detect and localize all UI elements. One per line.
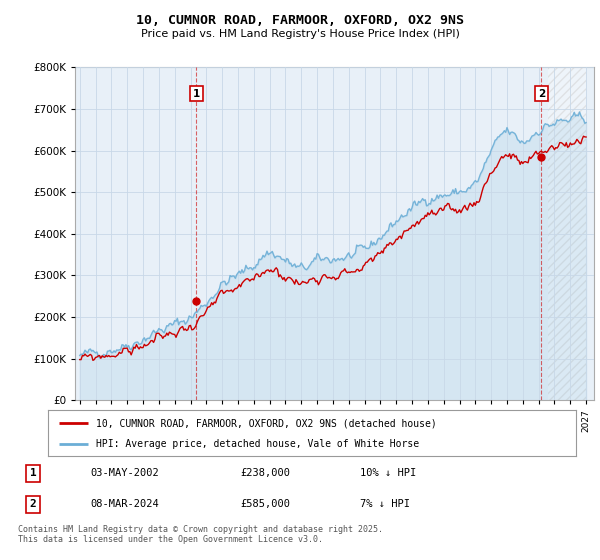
Text: 1: 1 [29,469,37,478]
Text: 03-MAY-2002: 03-MAY-2002 [90,469,159,478]
Text: HPI: Average price, detached house, Vale of White Horse: HPI: Average price, detached house, Vale… [95,438,419,449]
Text: £585,000: £585,000 [240,500,290,509]
Text: Contains HM Land Registry data © Crown copyright and database right 2025.
This d: Contains HM Land Registry data © Crown c… [18,525,383,544]
Text: 7% ↓ HPI: 7% ↓ HPI [360,500,410,509]
Text: 10, CUMNOR ROAD, FARMOOR, OXFORD, OX2 9NS (detached house): 10, CUMNOR ROAD, FARMOOR, OXFORD, OX2 9N… [95,418,436,428]
Text: Price paid vs. HM Land Registry's House Price Index (HPI): Price paid vs. HM Land Registry's House … [140,29,460,39]
Text: 2: 2 [538,89,545,99]
Text: 08-MAR-2024: 08-MAR-2024 [90,500,159,509]
Text: 1: 1 [193,89,200,99]
Text: 10, CUMNOR ROAD, FARMOOR, OXFORD, OX2 9NS: 10, CUMNOR ROAD, FARMOOR, OXFORD, OX2 9N… [136,14,464,27]
Text: £238,000: £238,000 [240,469,290,478]
Text: 10% ↓ HPI: 10% ↓ HPI [360,469,416,478]
Text: 2: 2 [29,500,37,509]
